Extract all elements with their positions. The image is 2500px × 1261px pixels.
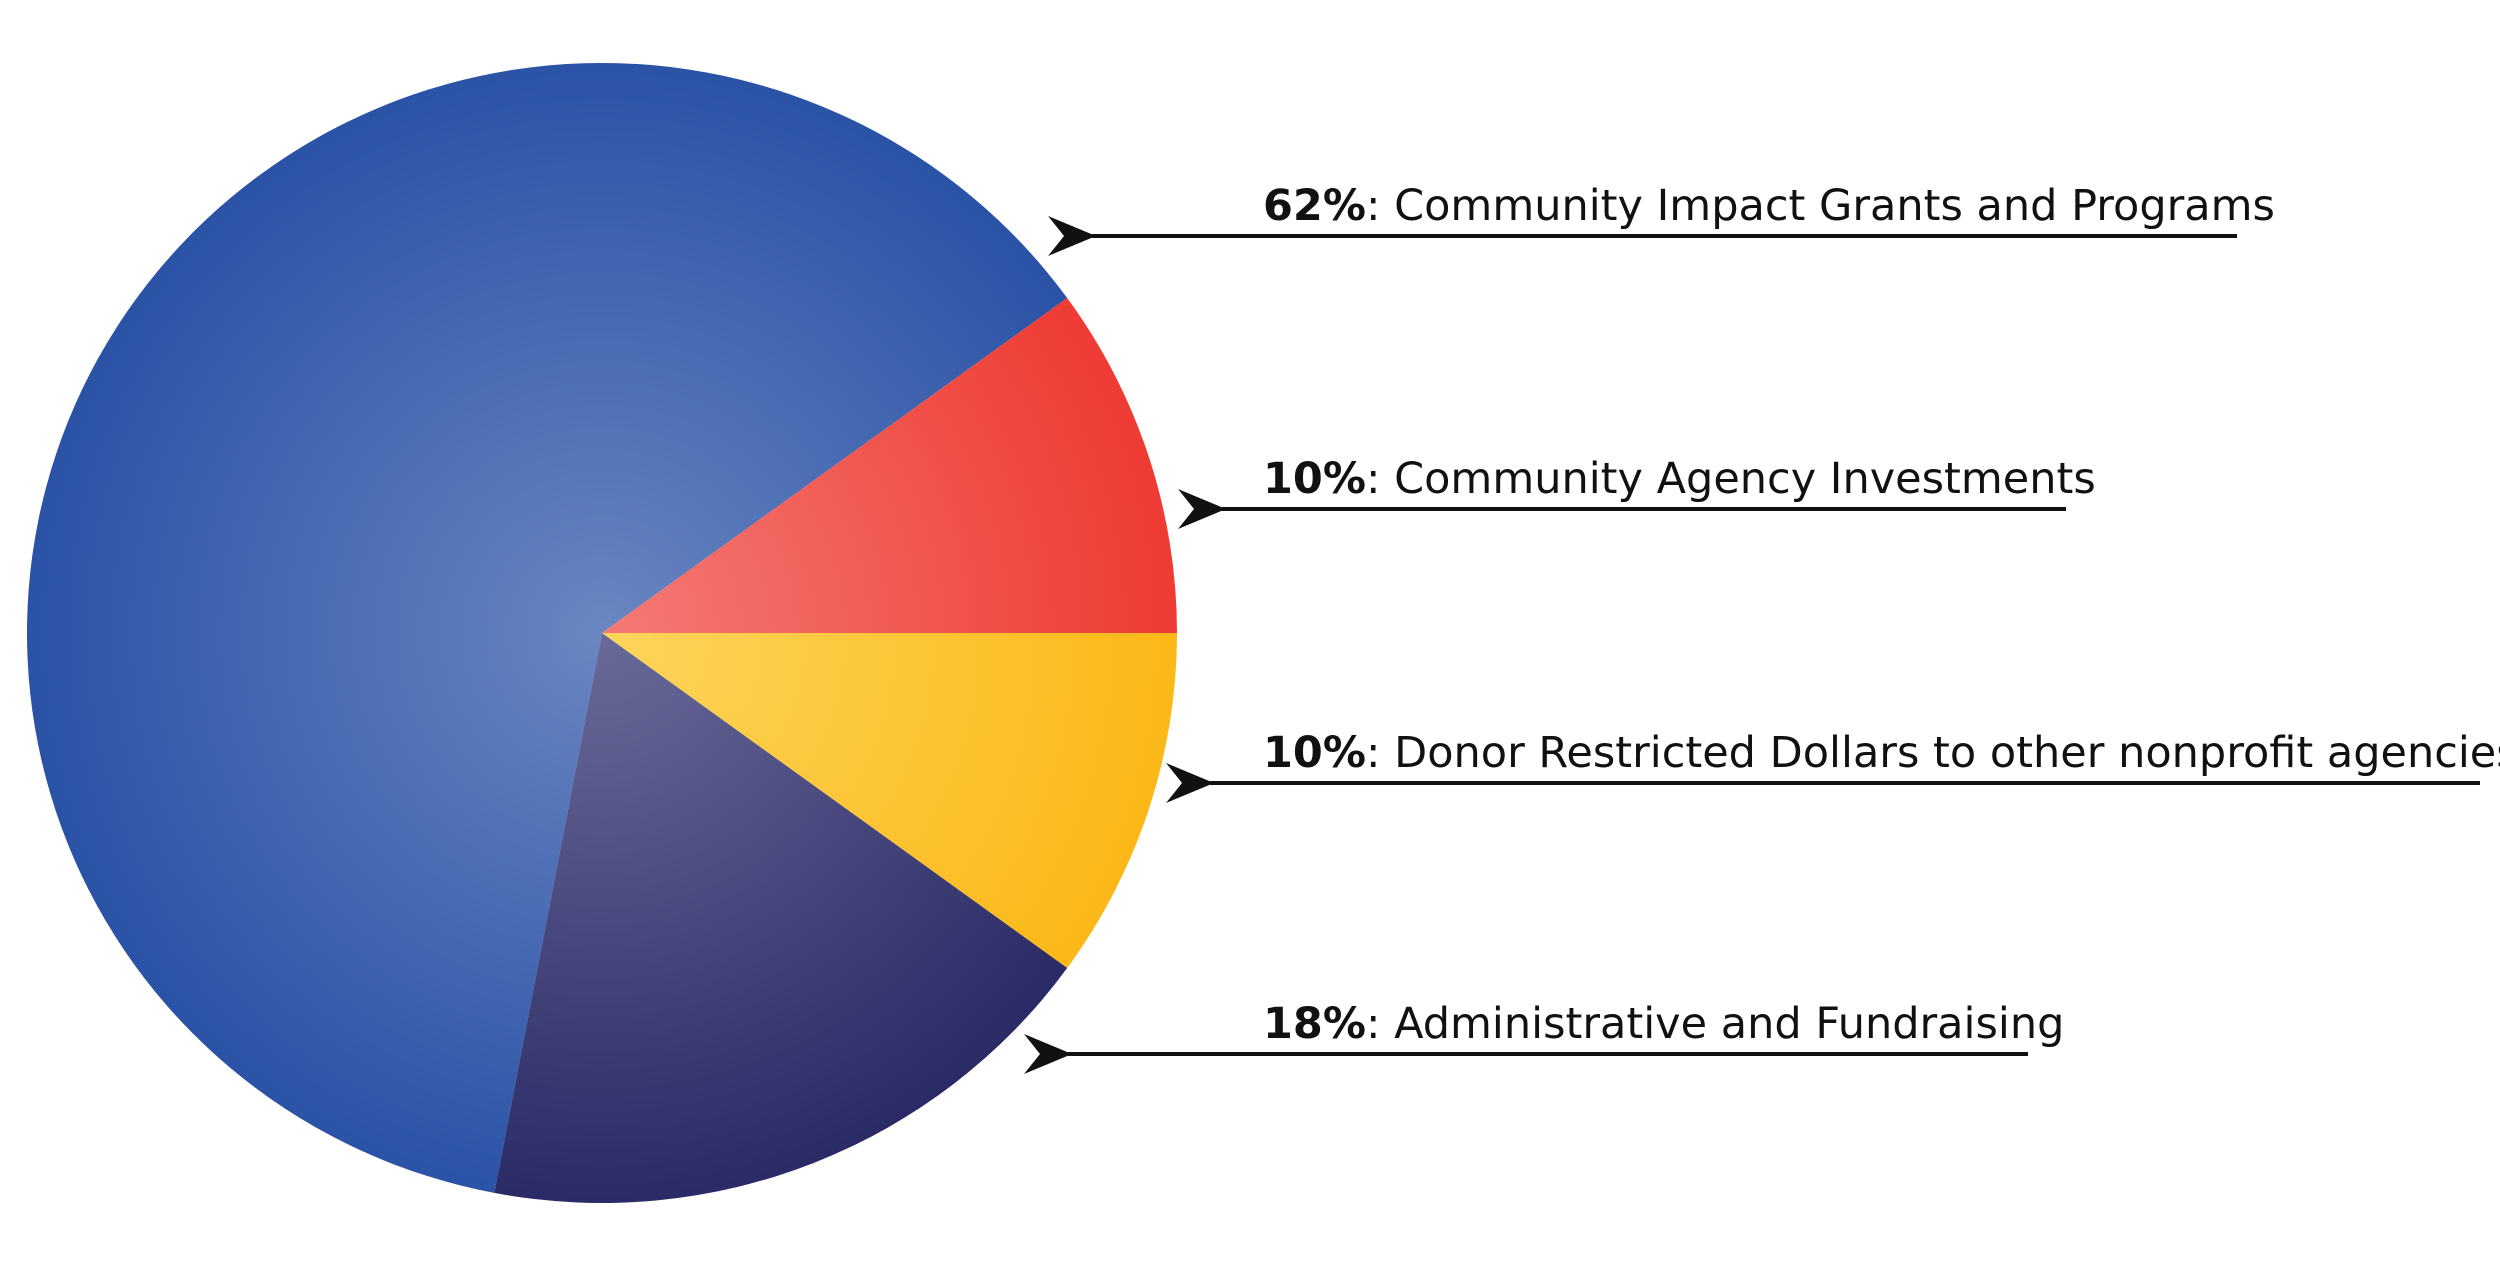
legend-text-administrative: Administrative and Fundraising — [1394, 999, 2064, 1049]
legend-text-donor-restricted: Donor Restricted Dollars to other nonpro… — [1394, 728, 2500, 778]
legend-colon: : — [1366, 728, 1394, 778]
legend-colon: : — [1366, 999, 1394, 1049]
pie-slice-donor-restricted — [602, 633, 1177, 968]
legend-label-community-impact: 62%: Community Impact Grants and Program… — [1263, 181, 2275, 231]
legend-colon: : — [1366, 181, 1394, 231]
legend-pct-administrative: 18% — [1263, 999, 1366, 1049]
legend-pct-donor-restricted: 10% — [1263, 728, 1366, 778]
legend-label-agency-investments: 10%: Community Agency Investments — [1263, 454, 2096, 504]
legend-colon: : — [1366, 454, 1394, 504]
pie-slice-administrative — [494, 633, 1068, 1203]
legend-text-agency-investments: Community Agency Investments — [1394, 454, 2096, 504]
legend-label-administrative: 18%: Administrative and Fundraising — [1263, 999, 2064, 1049]
legend-label-donor-restricted: 10%: Donor Restricted Dollars to other n… — [1263, 728, 2500, 778]
legend-pct-community-impact: 62% — [1263, 181, 1366, 231]
legend-pct-agency-investments: 10% — [1263, 454, 1366, 504]
legend-text-community-impact: Community Impact Grants and Programs — [1394, 181, 2275, 231]
pie-slice-community-impact — [26, 62, 1068, 1193]
pie-slice-agency-investments — [602, 298, 1177, 633]
